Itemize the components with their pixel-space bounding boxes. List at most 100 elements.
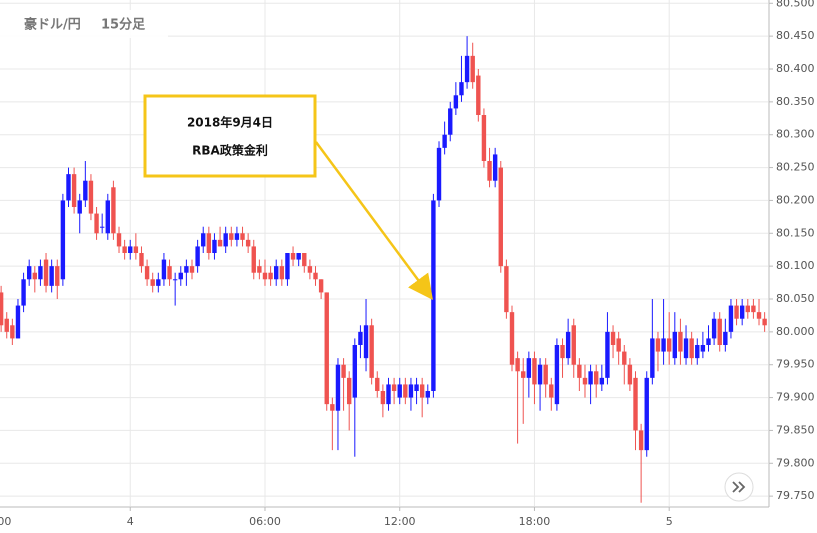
- candle-body: [526, 358, 532, 378]
- candle-body: [655, 338, 661, 352]
- candle-body: [549, 384, 554, 398]
- y-tick-label: 80.450: [776, 29, 815, 42]
- candle-body: [678, 331, 683, 352]
- candle-body: [341, 364, 346, 378]
- candle-body: [296, 253, 301, 260]
- candle-body: [521, 371, 526, 378]
- candle-body: [700, 345, 706, 352]
- candle-body: [745, 305, 750, 313]
- candle-body: [262, 272, 268, 280]
- candle-body: [498, 167, 503, 267]
- candle-body: [21, 279, 26, 306]
- candle-body: [397, 384, 402, 398]
- candle-body: [128, 246, 133, 253]
- candle-body: [60, 200, 66, 280]
- y-tick-label: 80.050: [776, 292, 815, 305]
- candle-body: [582, 377, 588, 385]
- candle-body: [711, 318, 717, 339]
- candle-body: [178, 272, 183, 280]
- candle-body: [352, 345, 358, 398]
- candle-body: [43, 259, 49, 286]
- candle-body: [307, 266, 313, 273]
- candle-body: [116, 233, 122, 247]
- candle-body: [751, 305, 756, 313]
- candle-body: [650, 338, 655, 378]
- candle-body: [464, 55, 470, 83]
- candle-body: [330, 404, 335, 411]
- y-tick-label: 80.000: [776, 325, 815, 338]
- candle-body: [633, 377, 638, 431]
- candle-body: [481, 115, 487, 161]
- candle-body: [492, 154, 498, 181]
- candle-body: [666, 338, 672, 352]
- candle-body: [380, 391, 386, 405]
- candle-body: [251, 246, 256, 273]
- candle-body: [240, 233, 245, 240]
- candle-body: [610, 331, 616, 345]
- scroll-icon[interactable]: [732, 481, 746, 493]
- y-tick-label: 79.950: [776, 358, 815, 371]
- candle-body: [408, 384, 414, 398]
- candle-body: [324, 292, 329, 405]
- candle-body: [448, 108, 453, 135]
- candle-body: [638, 430, 644, 451]
- candle-body: [470, 55, 475, 83]
- candle-body: [425, 391, 430, 398]
- candle-body: [627, 364, 633, 385]
- candle-body: [436, 147, 442, 201]
- y-tick-label: 80.150: [776, 226, 815, 239]
- y-tick-label: 79.800: [776, 456, 815, 469]
- candle-body: [560, 345, 565, 359]
- candle-body: [414, 384, 419, 391]
- y-tick-label: 80.300: [776, 128, 815, 141]
- title-bg: [0, 10, 168, 38]
- candle-body: [55, 266, 60, 286]
- candle-body: [133, 246, 139, 253]
- candle-body: [734, 305, 739, 319]
- candle-body: [26, 266, 32, 280]
- candle-body: [599, 377, 605, 385]
- candle-body: [257, 266, 262, 273]
- candle-body: [346, 377, 352, 405]
- candle-body: [302, 253, 307, 267]
- candle-body: [313, 272, 318, 280]
- candle-body: [201, 233, 206, 247]
- candle-body: [83, 180, 88, 201]
- candle-body: [762, 318, 767, 326]
- candle-body: [605, 331, 610, 378]
- candle-body: [431, 200, 436, 391]
- annotation-arrow: [314, 141, 433, 301]
- y-tick-label: 80.200: [776, 193, 815, 206]
- chart-title: 豪ドル/円: [24, 17, 81, 33]
- candle-body: [15, 305, 21, 339]
- candle-body: [229, 233, 234, 240]
- y-tick-label: 79.850: [776, 423, 815, 436]
- candle-body: [453, 95, 459, 109]
- candle-body: [565, 331, 571, 359]
- candle-body: [706, 338, 711, 345]
- scroll-button[interactable]: [724, 472, 754, 502]
- y-tick-label: 80.400: [776, 62, 815, 75]
- y-tick-label: 80.500: [776, 0, 815, 9]
- candle-body: [105, 200, 110, 234]
- x-tick-label: 12:00: [384, 515, 416, 528]
- candle-body: [571, 325, 576, 365]
- candle-body: [375, 377, 380, 391]
- candle-body: [10, 325, 15, 339]
- candle-body: [661, 338, 666, 352]
- candle-body: [739, 305, 745, 319]
- candle-body: [554, 345, 560, 405]
- chart-subtitle: 15分足: [101, 17, 146, 33]
- candle-body: [487, 161, 492, 181]
- candle-body: [403, 384, 408, 398]
- candle-body: [77, 200, 82, 214]
- candle-body: [459, 82, 464, 96]
- candle-body: [318, 279, 324, 293]
- candle-body: [195, 246, 200, 267]
- candle-body: [144, 266, 150, 280]
- candle-body: [358, 331, 363, 345]
- candle-body: [139, 253, 144, 267]
- candle-body: [532, 358, 537, 385]
- candle-body: [4, 318, 9, 332]
